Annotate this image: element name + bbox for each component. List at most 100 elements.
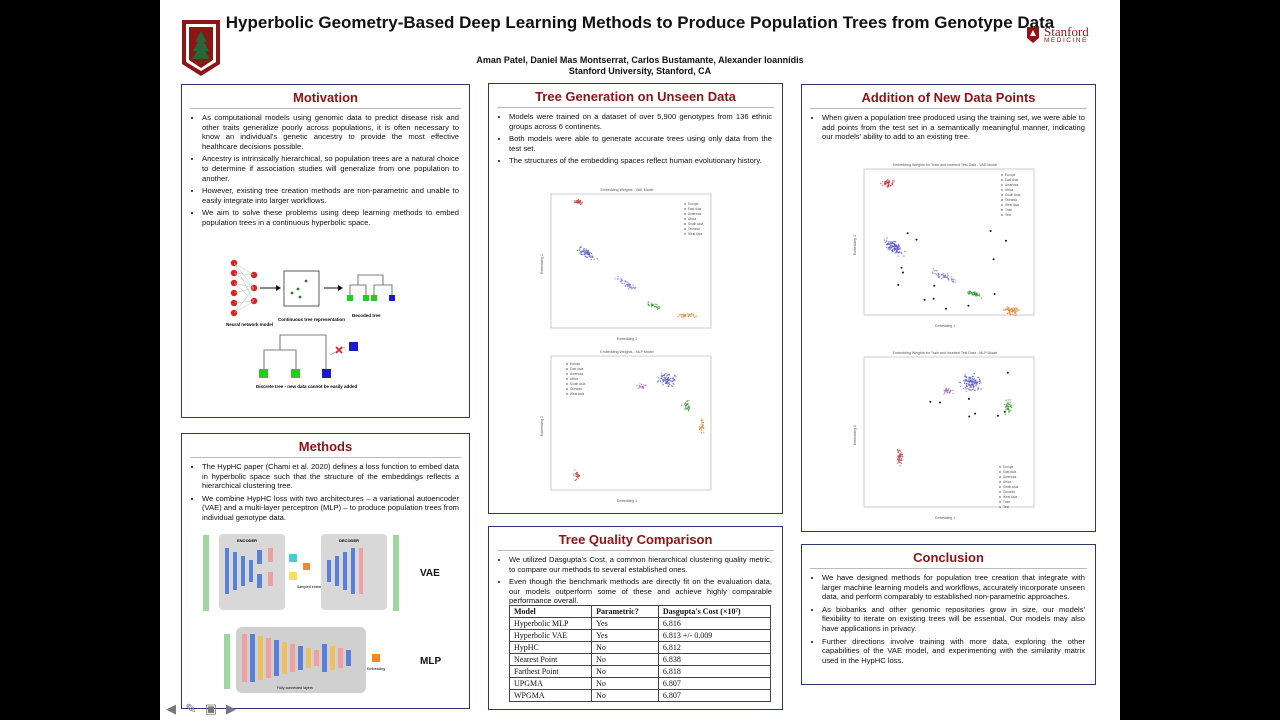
scatter-point: [973, 372, 975, 375]
scatter-point: [659, 381, 662, 383]
scatter-point: [650, 305, 652, 307]
scatter-point: [951, 278, 953, 280]
scatter-point: [896, 462, 899, 464]
scatter-point: [700, 432, 703, 434]
scatter-point: [577, 475, 580, 478]
scatter-point: [686, 407, 689, 409]
table-cell: Hyperbolic VAE: [508, 629, 593, 642]
legend-label: Oceania: [688, 227, 700, 231]
vae-label: VAE: [420, 568, 440, 579]
scatter-point: [623, 282, 625, 285]
scatter-point: [974, 382, 977, 384]
scatter-point: [933, 272, 935, 274]
scatter-point: [702, 419, 704, 422]
scatter-point: [628, 283, 630, 286]
scatter-point: [964, 382, 966, 385]
arrow-left-icon[interactable]: ◀: [166, 701, 176, 716]
scatter-point: [1012, 310, 1014, 312]
scatter-point: [1010, 308, 1012, 310]
scatter-point: [979, 378, 981, 381]
quality-title: Tree Quality Comparison: [558, 532, 713, 547]
encoder-label: ENCODER: [237, 538, 257, 543]
stanford-medicine-logo: Stanford MEDICINE: [1026, 24, 1106, 46]
monitor-icon[interactable]: ▣: [204, 701, 218, 716]
scatter-point: [621, 282, 623, 284]
scatter-point: [935, 269, 937, 272]
arrow-right-icon[interactable]: ▶: [226, 701, 236, 716]
scatter-point: [973, 387, 975, 389]
scatter-point: [886, 237, 888, 239]
scatter-point: [1009, 404, 1011, 406]
scatter-point: [585, 256, 587, 258]
scatter-point: [979, 380, 982, 382]
scatter-point: [886, 242, 889, 245]
scatter-point: [980, 297, 982, 299]
scatter-point: [971, 294, 974, 296]
methods-list: The HypHC paper (Chami et al. 2020) defi…: [190, 462, 459, 523]
tree-generation-list: Models were trained on a dataset of over…: [497, 112, 772, 166]
scatter-point: [970, 291, 973, 294]
scatter-point: [633, 287, 636, 290]
scatter-point: [587, 253, 590, 255]
legend-label: East Asia: [570, 367, 584, 371]
legend-label: Europe: [1003, 465, 1014, 469]
scatter-point: [587, 249, 589, 252]
pen-icon[interactable]: ✎: [185, 701, 197, 716]
scatter-point: [892, 181, 894, 183]
scatter-point: [962, 387, 965, 390]
slide-nav-toolbar: ◀ ✎ ▣ ▶: [163, 700, 239, 718]
scatter-point: [579, 202, 581, 204]
scatter-point: [593, 258, 595, 260]
legend-label: Europe: [1005, 173, 1016, 177]
list-item: The structures of the embedding spaces r…: [509, 156, 772, 166]
decoded-label: Decoded tree: [352, 313, 381, 318]
scatter-point: [884, 183, 887, 185]
scatter-point: [645, 384, 647, 386]
scatter-point: [932, 271, 934, 273]
scatter-point: [941, 274, 943, 277]
scatter-point: [898, 251, 901, 253]
table-cell: Nearest Point: [508, 653, 593, 666]
scatter-point: [683, 315, 685, 317]
table-row: Hyperbolic MLP Yes 6.816: [508, 617, 772, 630]
scatter-point: [971, 388, 974, 391]
scatter-point: [1007, 309, 1009, 311]
scatter-point: [894, 246, 896, 248]
list-item: We combine HypHC loss with two architect…: [202, 494, 459, 523]
scatter-point: [581, 250, 583, 252]
legend-marker: [566, 363, 568, 365]
legend-marker: [566, 383, 568, 385]
x-axis-label: Embedding 1: [617, 337, 637, 341]
scatter-point: [674, 378, 676, 381]
scatter-point: [942, 276, 944, 279]
scatter-point: [900, 453, 902, 456]
scatter-point: [889, 184, 892, 187]
motivation-panel: Motivation As computational models using…: [181, 84, 470, 418]
scatter-point: [590, 252, 593, 255]
scatter-point: [944, 389, 946, 392]
scatter-point: [666, 379, 668, 381]
sampled-label: Sampled embedding: [297, 585, 329, 589]
table-cell: 6.807: [657, 689, 772, 702]
scatter-point: [620, 278, 622, 280]
test-point: [1003, 410, 1006, 413]
scatter-point: [1014, 308, 1016, 310]
scatter-point: [586, 252, 588, 254]
scatter-point: [967, 380, 969, 383]
scatter-point: [883, 239, 886, 241]
table-cell: No: [591, 641, 659, 654]
scatter-point: [976, 295, 978, 297]
scatter-point: [893, 248, 895, 250]
scatter-point: [573, 473, 575, 475]
scatter-point: [973, 294, 975, 296]
scatter-point: [575, 475, 578, 477]
scatter-point: [579, 252, 581, 254]
scatter-point: [971, 377, 974, 379]
scatter-point: [978, 293, 981, 295]
scatter-point: [647, 304, 650, 306]
scatter-point: [626, 281, 629, 283]
scatter-point: [932, 268, 934, 270]
table-cell: UPGMA: [508, 677, 593, 690]
test-point: [923, 298, 926, 301]
scatter-point: [965, 384, 967, 386]
